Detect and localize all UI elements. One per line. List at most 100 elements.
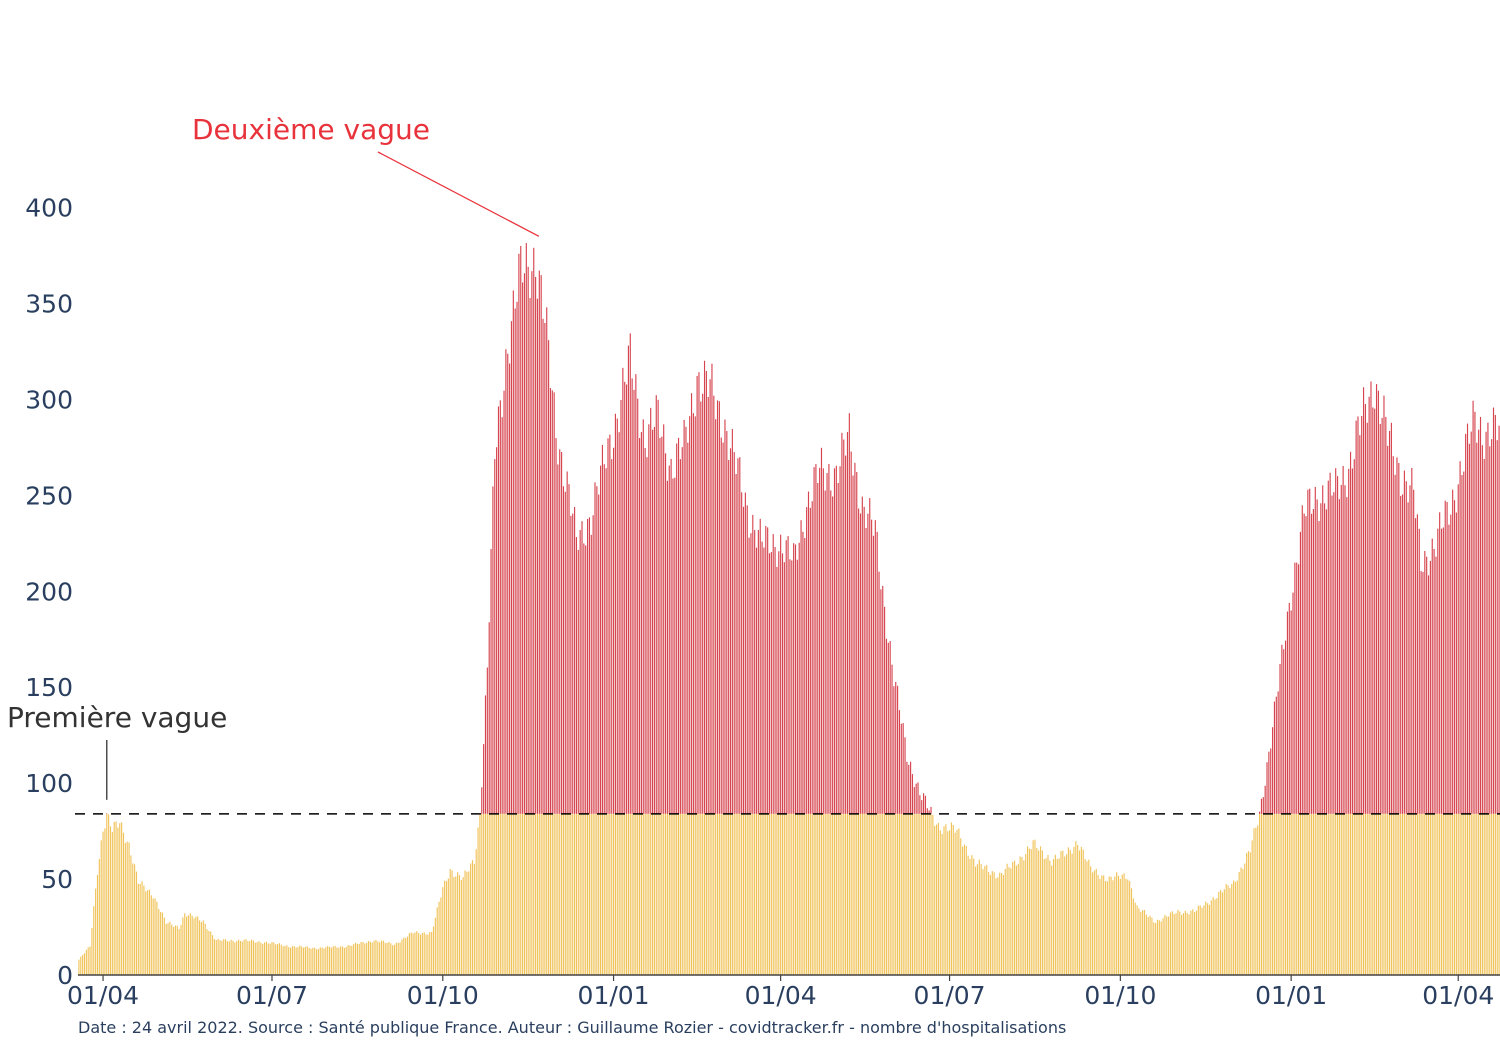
bar-above-threshold [587, 518, 589, 814]
bar-below-threshold [858, 813, 860, 975]
bar-below-threshold [1470, 813, 1472, 975]
bar-below-threshold [423, 932, 425, 975]
bar-below-threshold [1474, 813, 1476, 975]
bar-below-threshold [1171, 911, 1173, 975]
bar-above-threshold [763, 547, 765, 814]
bar-below-threshold [1075, 841, 1077, 975]
bar-above-threshold [594, 482, 596, 814]
bar-below-threshold [338, 947, 340, 975]
bar-below-threshold [1270, 813, 1272, 975]
bar-above-threshold [1468, 443, 1470, 814]
bar-below-threshold [121, 822, 123, 975]
bar-below-threshold [191, 915, 193, 975]
bar-below-threshold [1340, 813, 1342, 975]
bar-below-threshold [1173, 914, 1175, 975]
bar-above-threshold [741, 492, 743, 814]
bar-above-threshold [1481, 445, 1483, 814]
bar-below-threshold [1000, 872, 1003, 975]
bar-below-threshold [145, 891, 147, 975]
bar-above-threshold [772, 534, 774, 814]
bar-below-threshold [993, 872, 995, 975]
bar-above-threshold [1351, 468, 1353, 814]
bar-below-threshold [820, 813, 823, 975]
bar-above-threshold [681, 447, 683, 814]
bar-above-threshold [629, 333, 631, 814]
bar-above-threshold [822, 468, 824, 814]
bar-above-threshold [754, 530, 756, 814]
bar-above-threshold [627, 345, 629, 814]
bar-below-threshold [742, 813, 745, 975]
bar-below-threshold [132, 863, 134, 975]
bar-below-threshold [739, 813, 741, 975]
bar-above-threshold [770, 552, 772, 814]
bar-above-threshold [752, 514, 754, 814]
bar-below-threshold [986, 865, 988, 975]
bar-below-threshold [1201, 907, 1203, 975]
bar-above-threshold [908, 764, 910, 814]
bar-above-threshold [728, 460, 730, 814]
bar-below-threshold [1366, 813, 1368, 975]
bar-above-threshold [811, 501, 813, 814]
bar-below-threshold [466, 871, 468, 975]
bar-below-threshold [934, 825, 936, 975]
bar-above-threshold [761, 541, 763, 814]
bar-above-threshold [839, 466, 841, 814]
bar-above-threshold [858, 508, 860, 814]
bar-above-threshold [1346, 497, 1348, 814]
bar-above-threshold [1359, 435, 1361, 814]
bar-below-threshold [557, 813, 559, 975]
bar-below-threshold [115, 821, 117, 975]
bar-above-threshold [897, 685, 899, 814]
bar-below-threshold [210, 931, 212, 975]
bar-below-threshold [276, 944, 279, 975]
bar-above-threshold [1388, 430, 1391, 814]
bar-below-threshold [1311, 813, 1313, 975]
bar-below-threshold [135, 871, 138, 975]
bar-below-threshold [1303, 813, 1305, 975]
bar-below-threshold [718, 813, 720, 975]
y-tick-label: 300 [25, 385, 73, 414]
bar-below-threshold [618, 813, 620, 975]
bar-below-threshold [828, 813, 830, 975]
bar-below-threshold [815, 813, 817, 975]
bar-below-threshold [289, 947, 292, 975]
bar-below-threshold [128, 842, 130, 975]
bar-below-threshold [728, 813, 730, 975]
bar-below-threshold [555, 813, 557, 975]
bar-below-threshold [1106, 881, 1108, 975]
bar-below-threshold [932, 814, 934, 975]
bar-below-threshold [286, 945, 288, 975]
bar-below-threshold [302, 947, 305, 975]
bar-above-threshold [733, 452, 735, 814]
bar-above-threshold [650, 407, 652, 814]
bar-below-threshold [830, 813, 832, 975]
bar-below-threshold [317, 949, 319, 975]
bar-below-threshold [1077, 844, 1079, 975]
bar-below-threshold [375, 939, 377, 975]
bar-below-threshold [982, 869, 984, 975]
bar-above-threshold [820, 447, 823, 814]
bar-below-threshold [1034, 839, 1036, 975]
bar-below-threshold [783, 813, 785, 975]
bar-above-threshold [1479, 416, 1482, 814]
bar-above-threshold [1322, 485, 1324, 814]
bar-below-threshold [1121, 874, 1123, 975]
bar-below-threshold [950, 822, 953, 975]
bar-below-threshold [1045, 858, 1047, 975]
bar-below-threshold [1329, 813, 1331, 975]
bar-below-threshold [1426, 813, 1428, 975]
annotation-arrow-deuxieme-vague [377, 151, 540, 237]
bar-below-threshold [306, 946, 308, 975]
bar-below-threshold [590, 813, 592, 975]
bar-above-threshold [774, 547, 776, 814]
bar-below-threshold [984, 866, 986, 975]
bar-above-threshold [911, 774, 914, 814]
bar-below-threshold [1257, 825, 1259, 975]
bar-below-threshold [1186, 913, 1188, 975]
bar-below-threshold [1038, 850, 1040, 975]
bar-below-threshold [297, 947, 299, 975]
bar-below-threshold [386, 942, 388, 975]
bar-below-threshold [878, 813, 880, 975]
bar-below-threshold [384, 942, 386, 975]
bar-above-threshold [570, 515, 572, 814]
